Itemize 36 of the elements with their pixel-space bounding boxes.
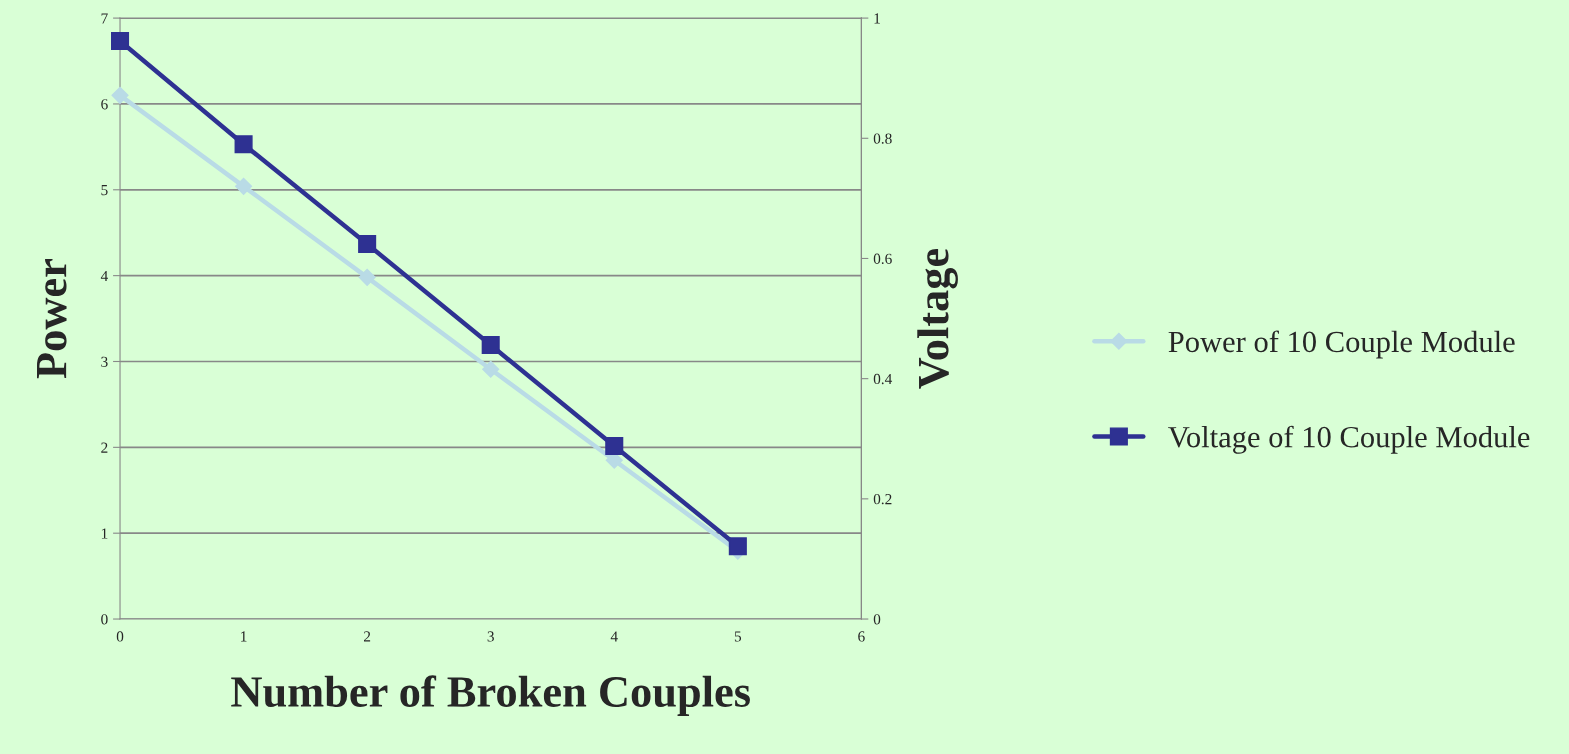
- y-tick-label: 4: [100, 270, 108, 281]
- y2-tick-label: 1: [874, 13, 880, 24]
- point: [358, 268, 376, 286]
- point: [234, 135, 253, 154]
- point: [111, 31, 130, 50]
- y2-tick-label: 0.8: [873, 133, 892, 144]
- legend-label: Power of 10 Couple Module: [1168, 330, 1515, 359]
- point: [111, 86, 129, 104]
- y2-tick-label: 0.2: [873, 493, 892, 505]
- point: [482, 360, 500, 378]
- y-tick-label: 7: [101, 13, 108, 24]
- y2-axis-title: Voltage: [917, 248, 958, 389]
- y-tick-label: 0: [101, 614, 108, 625]
- x-tick-label: 4: [610, 631, 618, 642]
- x-tick-label: 0: [116, 631, 124, 642]
- point: [358, 235, 377, 254]
- y-tick-label: 5: [101, 185, 108, 196]
- point: [728, 537, 747, 556]
- point: [481, 335, 500, 355]
- x-tick-label: 2: [364, 631, 371, 642]
- y2-tick-label: 0.6: [873, 253, 892, 264]
- x-tick-label: 1: [241, 631, 247, 642]
- x-tick-label: 3: [487, 631, 494, 642]
- y-axis-title: Power: [37, 259, 67, 379]
- y-tick-label: 2: [101, 442, 108, 453]
- y-tick-label: 1: [101, 528, 108, 539]
- legend-label: Voltage of 10 Couple Module: [1168, 425, 1530, 454]
- y2-tick-label: 0.4: [873, 373, 893, 385]
- y-tick-label: 6: [101, 99, 108, 110]
- x-tick-label: 5: [734, 631, 742, 642]
- x-tick-label: 6: [858, 631, 865, 642]
- x-axis-title: Number of Broken Couples: [231, 675, 750, 717]
- point: [235, 177, 253, 195]
- point: [605, 436, 624, 455]
- y2-tick-label: 0: [873, 614, 881, 625]
- y-tick-label: 3: [101, 356, 108, 367]
